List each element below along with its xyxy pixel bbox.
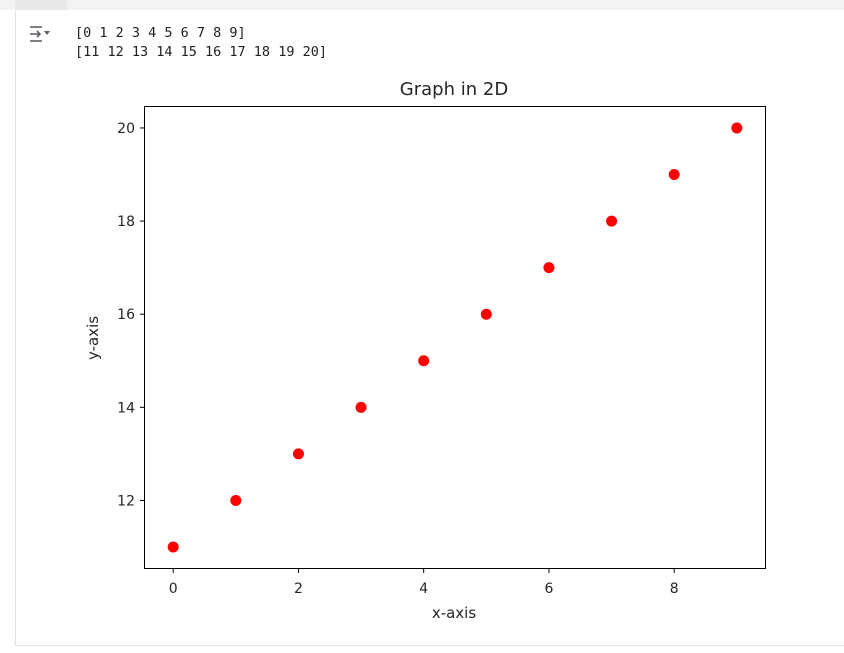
data-point [606, 215, 618, 227]
x-tick-label: 8 [670, 581, 679, 597]
cell-output-area [15, 10, 844, 646]
data-point [167, 541, 179, 553]
cell-gutter-tab [15, 0, 67, 10]
y-axis-label: y-axis [84, 316, 102, 360]
data-point [292, 448, 304, 460]
y-tick-label: 20 [117, 121, 135, 137]
cell-header-strip [0, 0, 844, 10]
plot-frame [144, 106, 766, 569]
chart-points [167, 122, 743, 553]
stdout-line-y: [11 12 13 14 15 16 17 18 19 20] [75, 44, 327, 60]
x-tick-label: 4 [419, 581, 428, 597]
y-tick-label: 14 [117, 400, 135, 416]
data-point [668, 169, 680, 181]
x-tick-label: 6 [544, 581, 553, 597]
x-axis-ticks: 0 2 4 6 8 [169, 568, 679, 597]
stdout-line-x: [0 1 2 3 4 5 6 7 8 9] [75, 25, 246, 41]
data-point [418, 355, 430, 367]
output-toggle-icon[interactable] [28, 24, 52, 44]
y-tick-label: 16 [117, 307, 135, 323]
y-tick-label: 18 [117, 214, 135, 230]
x-axis-label: x-axis [432, 604, 477, 622]
data-point [230, 494, 242, 506]
data-point [543, 262, 555, 274]
data-point [355, 401, 367, 413]
data-point [480, 308, 492, 320]
y-axis-ticks: 12 14 16 18 20 [117, 121, 145, 509]
x-tick-label: 0 [169, 581, 178, 597]
chart-title: Graph in 2D [400, 79, 508, 100]
x-tick-label: 2 [294, 581, 303, 597]
y-tick-label: 12 [117, 493, 135, 509]
stdout-text: [0 1 2 3 4 5 6 7 8 9] [11 12 13 14 15 16… [75, 24, 327, 62]
data-point [731, 122, 743, 134]
